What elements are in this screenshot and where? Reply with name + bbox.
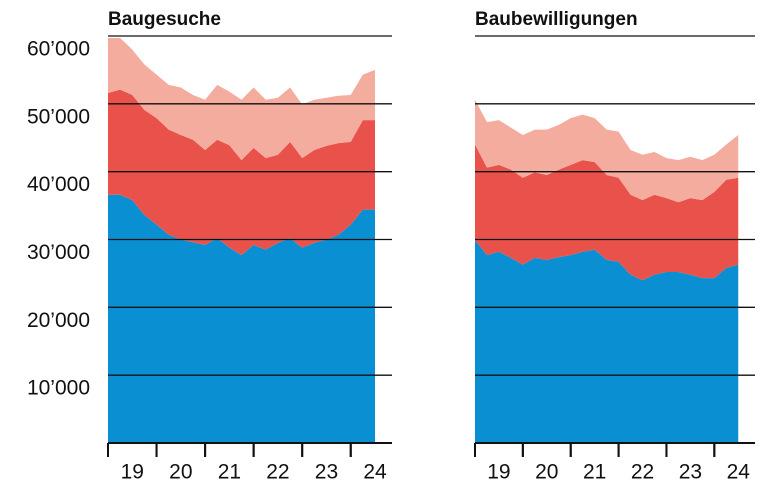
- x-tick-label: 22: [266, 461, 289, 484]
- y-tick-label: 40’000: [27, 173, 90, 196]
- area: [475, 99, 739, 203]
- y-tick-label: 50’000: [27, 105, 90, 128]
- area: [475, 240, 739, 443]
- x-tick-label: 24: [363, 461, 387, 484]
- x-tick-label: 20: [535, 461, 558, 484]
- y-tick-label: 20’000: [27, 309, 90, 332]
- x-tick-label: 21: [218, 461, 241, 484]
- x-tick-label: 22: [631, 461, 654, 484]
- x-tick-label: 19: [487, 461, 510, 484]
- chart-title: Baugesuche: [108, 9, 221, 30]
- area: [475, 144, 739, 281]
- area: [108, 194, 376, 443]
- y-tick-label: 30’000: [27, 241, 90, 264]
- x-tick-label: 20: [169, 461, 192, 484]
- area: [108, 89, 376, 256]
- x-tick-label: 23: [679, 461, 702, 484]
- chart-title: Baubewilligungen: [475, 9, 638, 30]
- y-tick-label: 10’000: [27, 377, 90, 400]
- x-tick-label: 24: [727, 461, 751, 484]
- area: [108, 38, 376, 161]
- x-tick-label: 23: [315, 461, 338, 484]
- y-tick-label: 60’000: [27, 38, 90, 61]
- x-tick-label: 21: [583, 461, 606, 484]
- x-tick-label: 19: [121, 461, 144, 484]
